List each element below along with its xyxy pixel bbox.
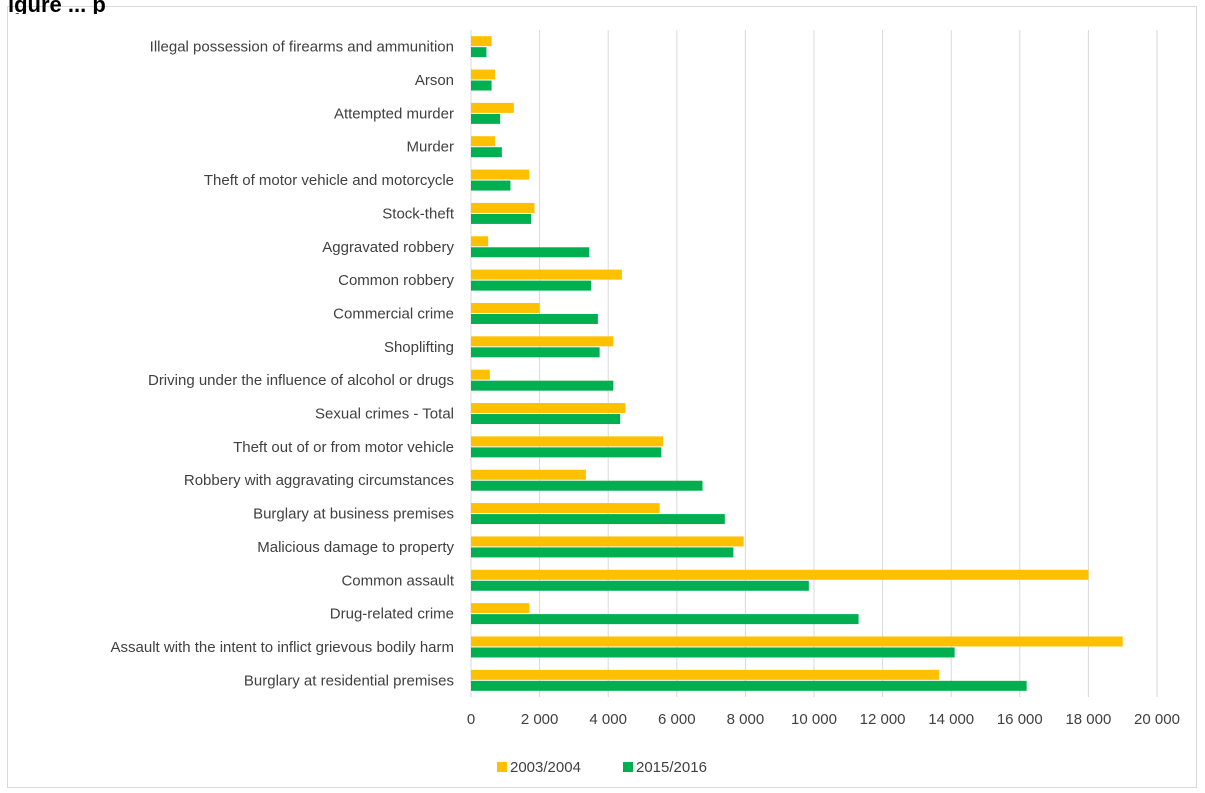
bar-2015-2016-18 — [471, 113, 501, 124]
bar-2003-2004-15 — [471, 202, 535, 213]
bar-2015-2016-6 — [471, 514, 725, 525]
bar-2015-2016-19 — [471, 80, 492, 91]
bar-2015-2016-17 — [471, 147, 502, 158]
bar-2015-2016-12 — [471, 313, 598, 324]
category-labels: Burglary at residential premises Assault … — [111, 39, 455, 690]
bar-2003-2004-17 — [471, 136, 496, 147]
category-label: Illegal possession of firearms and ammun… — [150, 39, 454, 56]
category-label: Commercial crime — [333, 305, 454, 322]
bar-2015-2016-13 — [471, 280, 592, 291]
bar-2015-2016-11 — [471, 347, 600, 358]
bar-2003-2004-1 — [471, 669, 940, 680]
bar-2015-2016-2 — [471, 647, 955, 658]
x-tick-label: 16 000 — [997, 711, 1043, 728]
x-tick-label: 20 000 — [1134, 711, 1180, 728]
legend-label: 2015/2016 — [636, 759, 707, 776]
bar-2015-2016-7 — [471, 480, 703, 491]
bar-2015-2016-8 — [471, 447, 662, 458]
bar-2003-2004-12 — [471, 302, 540, 313]
bar-2015-2016-3 — [471, 614, 859, 625]
x-tick-labels: 0 2 000 4 000 6 000 8 000 10 000 12 000 14 000 1… — [467, 711, 1180, 728]
bar-2003-2004-8 — [471, 436, 664, 447]
bar-2003-2004-20 — [471, 36, 492, 47]
category-label: Theft out of or from motor vehicle — [233, 439, 454, 456]
x-tick-label: 18 000 — [1065, 711, 1111, 728]
bar-2003-2004-4 — [471, 569, 1089, 580]
category-label: Arson — [415, 72, 454, 89]
category-label: Driving under the influence of alcohol o… — [148, 372, 454, 389]
x-tick-label: 4 000 — [589, 711, 627, 728]
category-label: Shoplifting — [384, 339, 454, 356]
x-tick-label: 2 000 — [521, 711, 559, 728]
bar-2015-2016-16 — [471, 180, 511, 191]
chart-title: igure ... p — [8, 0, 106, 14]
bar-2003-2004-6 — [471, 503, 660, 514]
bar-2015-2016-10 — [471, 380, 614, 391]
category-label: Common robbery — [338, 272, 454, 289]
category-label: Burglary at business premises — [253, 506, 454, 523]
gridlines — [470, 30, 1158, 697]
bar-2003-2004-14 — [471, 236, 489, 247]
legend-label: 2003/2004 — [510, 759, 581, 776]
bar-2015-2016-15 — [471, 213, 532, 224]
category-label: Robbery with aggravating circumstances — [184, 472, 454, 489]
bar-2003-2004-19 — [471, 69, 496, 80]
bar-2015-2016-5 — [471, 547, 734, 558]
bar-2003-2004-18 — [471, 102, 514, 113]
bar-2003-2004-7 — [471, 469, 586, 480]
bar-2003-2004-16 — [471, 169, 530, 180]
category-label: Assault with the intent to inflict griev… — [111, 639, 455, 656]
chart-frame: igure ... p — [7, 0, 1197, 788]
category-label: Malicious damage to property — [257, 539, 454, 556]
bar-2003-2004-5 — [471, 536, 744, 547]
bar-2003-2004-9 — [471, 403, 626, 414]
bar-2003-2004-2 — [471, 636, 1123, 647]
bar-2003-2004-13 — [471, 269, 622, 280]
x-tick-label: 0 — [467, 711, 475, 728]
category-label: Theft of motor vehicle and motorcycle — [204, 172, 454, 189]
x-tick-label: 10 000 — [791, 711, 837, 728]
bar-2015-2016-14 — [471, 247, 590, 258]
category-label: Sexual crimes - Total — [315, 406, 454, 423]
x-tick-label: 14 000 — [928, 711, 974, 728]
bar-2015-2016-4 — [471, 580, 809, 591]
x-tick-label: 6 000 — [658, 711, 696, 728]
x-tick-label: 12 000 — [860, 711, 906, 728]
legend-swatch — [497, 762, 507, 772]
category-label: Burglary at residential premises — [244, 672, 454, 689]
category-label: Drug-related crime — [330, 606, 454, 623]
bar-2015-2016-20 — [471, 47, 487, 58]
bar-2015-2016-9 — [471, 414, 621, 425]
legend: 2003/2004 2015/2016 — [497, 759, 707, 776]
legend-swatch — [623, 762, 633, 772]
bars — [471, 36, 1123, 691]
bar-2015-2016-1 — [471, 680, 1027, 691]
bar-2003-2004-10 — [471, 369, 490, 380]
bar-2003-2004-3 — [471, 603, 530, 614]
x-tick-label: 8 000 — [727, 711, 765, 728]
bar-2003-2004-11 — [471, 336, 614, 347]
category-label: Aggravated robbery — [322, 239, 454, 256]
category-label: Murder — [406, 139, 454, 156]
category-label: Common assault — [341, 572, 454, 589]
category-label: Stock-theft — [382, 205, 455, 222]
category-label: Attempted murder — [334, 105, 454, 122]
